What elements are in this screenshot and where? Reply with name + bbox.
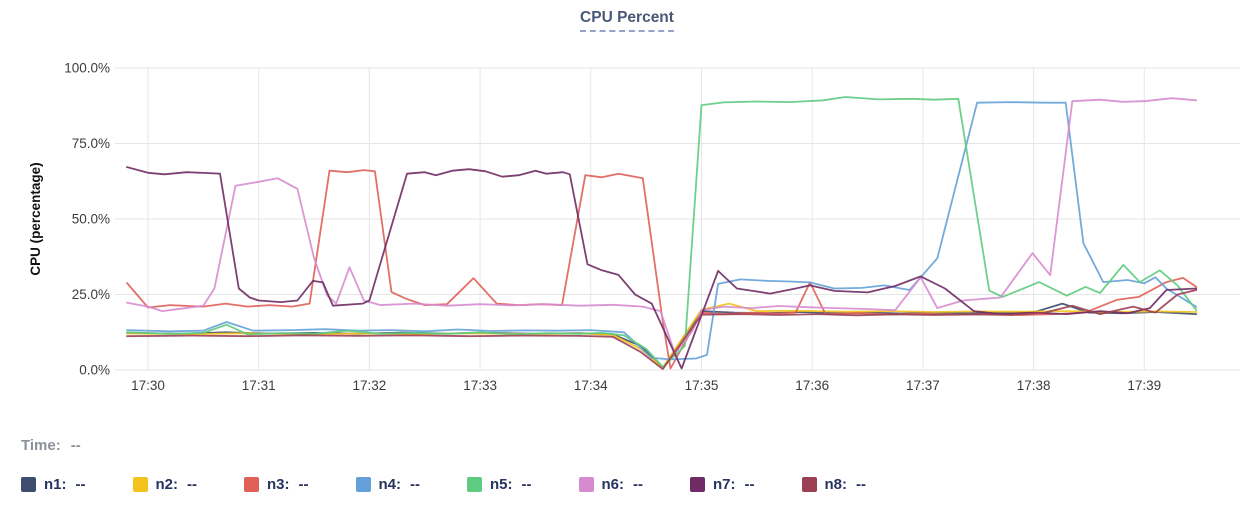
x-tick-label: 17:36	[795, 378, 829, 393]
legend-item-n4[interactable]: n4: --	[355, 476, 420, 493]
y-tick-label: 50.0%	[72, 212, 110, 227]
legend-swatch-icon	[690, 477, 705, 492]
legend-label: n3:	[267, 476, 290, 493]
x-tick-label: 17:30	[131, 378, 165, 393]
y-tick-label: 100.0%	[64, 61, 110, 76]
x-tick-label: 17:39	[1127, 378, 1161, 393]
legend-swatch-icon	[578, 477, 594, 492]
legend-label: n1:	[44, 476, 67, 493]
series-line-n5	[126, 96, 1198, 368]
legend-swatch-icon	[132, 477, 148, 492]
x-tick-label: 17:32	[353, 378, 387, 393]
legend-swatch-icon	[467, 477, 482, 492]
time-readout-value: --	[70, 437, 81, 454]
legend-label: n4:	[378, 476, 402, 493]
chart-title-row: CPU Percent	[0, 9, 1254, 32]
legend-swatch-icon	[244, 477, 259, 492]
legend-item-n2[interactable]: n2: --	[132, 476, 197, 493]
series-line-n6	[126, 97, 1198, 355]
legend-label: n8:	[824, 476, 848, 493]
legend-label: n2:	[155, 476, 179, 493]
chart-title: CPU Percent	[580, 9, 674, 32]
legend-value: --	[521, 476, 532, 493]
x-tick-label: 17:38	[1017, 378, 1051, 393]
x-tick-label: 17:35	[685, 378, 719, 393]
legend-item-n7[interactable]: n7: --	[690, 476, 755, 493]
legend-item-n3[interactable]: n3: --	[244, 476, 309, 493]
legend-label: n6:	[601, 476, 625, 493]
legend-item-n6[interactable]: n6: --	[578, 476, 643, 493]
legend-value: --	[410, 476, 420, 493]
legend-value: --	[633, 476, 643, 493]
y-tick-label: 25.0%	[72, 287, 110, 302]
legend-value: --	[187, 476, 197, 493]
x-tick-label: 17:37	[906, 378, 940, 393]
legend-value: --	[744, 476, 755, 493]
legend-item-n8[interactable]: n8: --	[801, 476, 866, 493]
series-line-n8	[126, 289, 1198, 371]
cpu-chart: 100.0% 75.0% 50.0% 25.0% 0.0% 17:30 17:31 17:32…	[28, 61, 1240, 393]
legend-swatch-icon	[21, 477, 36, 492]
y-tick-label: 75.0%	[72, 136, 110, 151]
x-tick-label: 17:31	[242, 378, 276, 393]
series-line-n4	[126, 101, 1198, 361]
series-line-n3	[126, 169, 1198, 370]
legend-swatch-icon	[801, 477, 817, 492]
y-axis-title: CPU (percentage)	[28, 162, 43, 275]
legend-label: n7:	[713, 476, 736, 493]
time-readout-label: Time:	[21, 437, 61, 454]
time-readout: Time: --	[21, 437, 81, 454]
legend-label: n5:	[490, 476, 513, 493]
legend-swatch-icon	[355, 477, 371, 492]
legend-item-n1[interactable]: n1: --	[21, 476, 86, 493]
y-tick-label: 0.0%	[79, 363, 110, 378]
chart-legend: n1: -- n2: -- n3: -- n4: -- n5: -- n6: -- n7: -- n8: --	[21, 476, 866, 493]
legend-value: --	[75, 476, 86, 493]
x-tick-label: 17:34	[574, 378, 608, 393]
legend-value: --	[298, 476, 309, 493]
legend-value: --	[856, 476, 866, 493]
legend-item-n5[interactable]: n5: --	[467, 476, 532, 493]
x-tick-label: 17:33	[463, 378, 497, 393]
series-line-n7	[126, 166, 1198, 370]
